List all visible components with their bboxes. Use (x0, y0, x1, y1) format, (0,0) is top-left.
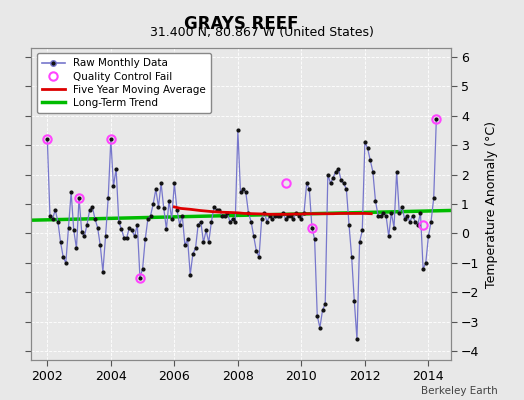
Five Year Moving Average (314, 211, 320, 216)
Five Year Moving Average (273, 212, 279, 217)
Quality Control Fail (420, 222, 426, 227)
Five Year Moving Average (203, 209, 209, 214)
Legend: Raw Monthly Data, Quality Control Fail, Five Year Moving Average, Long-Term Tren: Raw Monthly Data, Quality Control Fail, … (37, 53, 211, 113)
Five Year Moving Average (362, 211, 368, 216)
Raw Monthly Data (282, 216, 289, 221)
Quality Control Fail (44, 137, 50, 142)
Raw Monthly Data (237, 190, 244, 195)
Five Year Moving Average (330, 211, 336, 216)
Five Year Moving Average (282, 212, 289, 217)
Text: Berkeley Earth: Berkeley Earth (421, 386, 498, 396)
Quality Control Fail (309, 225, 315, 230)
Line: Raw Monthly Data: Raw Monthly Data (47, 119, 436, 339)
Five Year Moving Average (298, 212, 304, 216)
Five Year Moving Average (196, 208, 203, 213)
Raw Monthly Data (433, 116, 440, 121)
Quality Control Fail (76, 196, 82, 200)
Raw Monthly Data (354, 337, 360, 342)
Five Year Moving Average (355, 211, 362, 216)
Five Year Moving Average (171, 204, 178, 209)
Five Year Moving Average (219, 210, 225, 215)
Quality Control Fail (108, 137, 114, 142)
Five Year Moving Average (178, 206, 184, 211)
Five Year Moving Average (187, 207, 193, 212)
Quality Control Fail (282, 181, 289, 186)
Raw Monthly Data (44, 137, 50, 142)
Title: GRAYS REEF: GRAYS REEF (184, 14, 298, 32)
Y-axis label: Temperature Anomaly (°C): Temperature Anomaly (°C) (485, 120, 498, 288)
Five Year Moving Average (324, 211, 330, 216)
Five Year Moving Average (368, 211, 374, 216)
Five Year Moving Average (241, 211, 247, 216)
Text: 31.400 N, 80.867 W (United States): 31.400 N, 80.867 W (United States) (150, 26, 374, 39)
Five Year Moving Average (267, 212, 273, 217)
Quality Control Fail (137, 275, 143, 280)
Quality Control Fail (433, 116, 440, 121)
Five Year Moving Average (336, 211, 343, 216)
Raw Monthly Data (118, 227, 125, 232)
Five Year Moving Average (260, 212, 266, 216)
Five Year Moving Average (304, 211, 311, 216)
Five Year Moving Average (346, 211, 352, 216)
Line: Quality Control Fail: Quality Control Fail (43, 114, 441, 282)
Five Year Moving Average (228, 210, 235, 215)
Five Year Moving Average (235, 210, 241, 215)
Line: Five Year Moving Average: Five Year Moving Average (174, 207, 371, 214)
Raw Monthly Data (320, 308, 326, 312)
Five Year Moving Average (250, 211, 257, 216)
Raw Monthly Data (230, 216, 236, 221)
Raw Monthly Data (71, 228, 77, 233)
Five Year Moving Average (209, 209, 215, 214)
Five Year Moving Average (292, 212, 298, 216)
